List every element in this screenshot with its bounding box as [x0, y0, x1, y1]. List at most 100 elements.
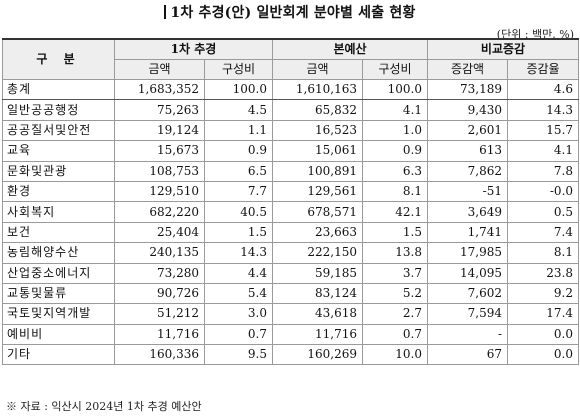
subheader-ratio: 구성비 — [362, 59, 428, 80]
table-row: 교통및물류 90,726 5.4 83,124 5.2 7,602 9.2 — [2, 282, 580, 305]
header-supplementary: 1차 추경 — [114, 38, 273, 60]
table-cell: 83,124 — [272, 282, 363, 305]
table-cell: 25,404 — [114, 221, 205, 244]
table-cell: 4.4 — [204, 262, 273, 284]
table-cell: 65,832 — [272, 99, 363, 121]
table-cell: 10.0 — [362, 344, 428, 366]
table-cell: 3,649 — [427, 201, 508, 223]
table-cell: 16,523 — [272, 119, 363, 142]
table-cell: 2.7 — [362, 303, 428, 325]
table-cell: 13.8 — [362, 242, 428, 264]
table-cell: 108,753 — [114, 160, 205, 182]
table-row: 문화및관광 108,753 6.5 100,891 6.3 7,862 7.8 — [2, 160, 580, 182]
table-cell: 0.0 — [506, 344, 580, 366]
table-cell: 7,594 — [427, 303, 508, 325]
table-cell: 3.0 — [204, 303, 273, 325]
table-cell: 8.1 — [506, 242, 580, 264]
row-label: 국토및지역개발 — [2, 303, 115, 325]
table-cell: 7,862 — [427, 160, 508, 182]
table-cell: 0.7 — [362, 323, 428, 346]
subheader-ratio: 구성비 — [204, 59, 273, 80]
table-cell: - — [427, 323, 508, 346]
table-cell: 129,561 — [272, 180, 363, 203]
table-row: 일반공공행정 75,263 4.5 65,832 4.1 9,430 14.3 — [2, 99, 580, 121]
table-row: 기타 160,336 9.5 160,269 10.0 67 0.0 — [2, 344, 580, 366]
header-comparison: 비교증감 — [426, 38, 580, 60]
table-cell: 160,269 — [272, 344, 363, 366]
table-cell: 1,610,163 — [272, 78, 363, 101]
subheader-change-amount: 증감액 — [427, 59, 508, 80]
table-cell: 4.1 — [506, 140, 580, 162]
table-cell: 222,150 — [272, 242, 363, 264]
table-cell: 5.2 — [362, 282, 428, 305]
table-cell: 100.0 — [362, 78, 428, 101]
row-label: 농림해양수산 — [2, 242, 115, 264]
table-cell: 9.5 — [204, 344, 273, 366]
table-row: 산업중소에너지 73,280 4.4 59,185 3.7 14,095 23.8 — [2, 262, 580, 284]
table-row: 공공질서및안전 19,124 1.1 16,523 1.0 2,601 15.7 — [2, 119, 580, 142]
table-cell: 8.1 — [362, 180, 428, 203]
table-cell: 19,124 — [114, 119, 205, 142]
table-cell: 4.1 — [362, 99, 428, 121]
table-cell: 1.5 — [362, 221, 428, 244]
table-row: 사회복지 682,220 40.5 678,571 42.1 3,649 0.5 — [2, 201, 580, 223]
table-cell: 682,220 — [114, 201, 205, 223]
row-label: 공공질서및안전 — [2, 119, 115, 142]
row-label: 교육 — [2, 140, 115, 162]
table-row: 보건 25,404 1.5 23,663 1.5 1,741 7.4 — [2, 221, 580, 244]
table-cell: 23,663 — [272, 221, 363, 244]
table-cell: 9,430 — [427, 99, 508, 121]
subheader-amount: 금액 — [114, 59, 205, 80]
table-cell: 0.0 — [506, 323, 580, 346]
table-cell: 73,280 — [114, 262, 205, 284]
table-cell: 678,571 — [272, 201, 363, 223]
table-cell: 43,618 — [272, 303, 363, 325]
table-cell: 3.7 — [362, 262, 428, 284]
row-label: 보건 — [2, 221, 115, 244]
table-cell: 51,212 — [114, 303, 205, 325]
row-label: 예비비 — [2, 323, 115, 346]
table-cell: 90,726 — [114, 282, 205, 305]
table-row: 환경 129,510 7.7 129,561 8.1 -51 -0.0 — [2, 180, 580, 203]
table-cell: 0.9 — [362, 140, 428, 162]
subheader-change-rate: 증감율 — [506, 59, 580, 80]
table-cell: 14.3 — [506, 99, 580, 121]
table-cell: 17,985 — [427, 242, 508, 264]
table-cell: 14.3 — [204, 242, 273, 264]
title-bar-mark — [164, 5, 167, 19]
source-note: ※ 자료 : 익산시 2024년 1차 추경 예산안 — [6, 400, 202, 413]
header-main-budget: 본예산 — [272, 38, 428, 60]
table-cell: 4.5 — [204, 99, 273, 121]
table-cell: 0.5 — [506, 201, 580, 223]
table-cell: 17.4 — [506, 303, 580, 325]
table-cell: -51 — [427, 180, 508, 203]
table-cell: 1.5 — [204, 221, 273, 244]
row-label: 문화및관광 — [2, 160, 115, 182]
table-cell: 40.5 — [204, 201, 273, 223]
table-cell: 15,061 — [272, 140, 363, 162]
table-cell: 15.7 — [506, 119, 580, 142]
table-cell: 129,510 — [114, 180, 205, 203]
table-cell: 11,716 — [114, 323, 205, 346]
table-cell: 2,601 — [427, 119, 508, 142]
table-cell: 67 — [427, 344, 508, 366]
row-label: 환경 — [2, 180, 115, 203]
table-cell: 23.8 — [506, 262, 580, 284]
table-cell: 14,095 — [427, 262, 508, 284]
table-cell: 7.8 — [506, 160, 580, 182]
table-body: 총계 1,683,352 100.0 1,610,163 100.0 73,189 4.6 일… — [2, 78, 580, 366]
table-cell: 100,891 — [272, 160, 363, 182]
table-cell: 240,135 — [114, 242, 205, 264]
table-cell: 1,683,352 — [114, 78, 205, 101]
table-cell: 100.0 — [204, 78, 273, 101]
table-cell: 15,673 — [114, 140, 205, 162]
table-cell: 0.7 — [204, 323, 273, 346]
subheader-amount: 금액 — [272, 59, 363, 80]
table-cell: 75,263 — [114, 99, 205, 121]
expenditure-table: 구 분 1차 추경 본예산 비교증감 금액 구성비 금액 구성비 증감액 증감율… — [2, 38, 580, 366]
table-cell: 1.1 — [204, 119, 273, 142]
table-cell: 73,189 — [427, 78, 508, 101]
table-row: 국토및지역개발 51,212 3.0 43,618 2.7 7,594 17.4 — [2, 303, 580, 325]
table-cell: 42.1 — [362, 201, 428, 223]
table-cell: 5.4 — [204, 282, 273, 305]
